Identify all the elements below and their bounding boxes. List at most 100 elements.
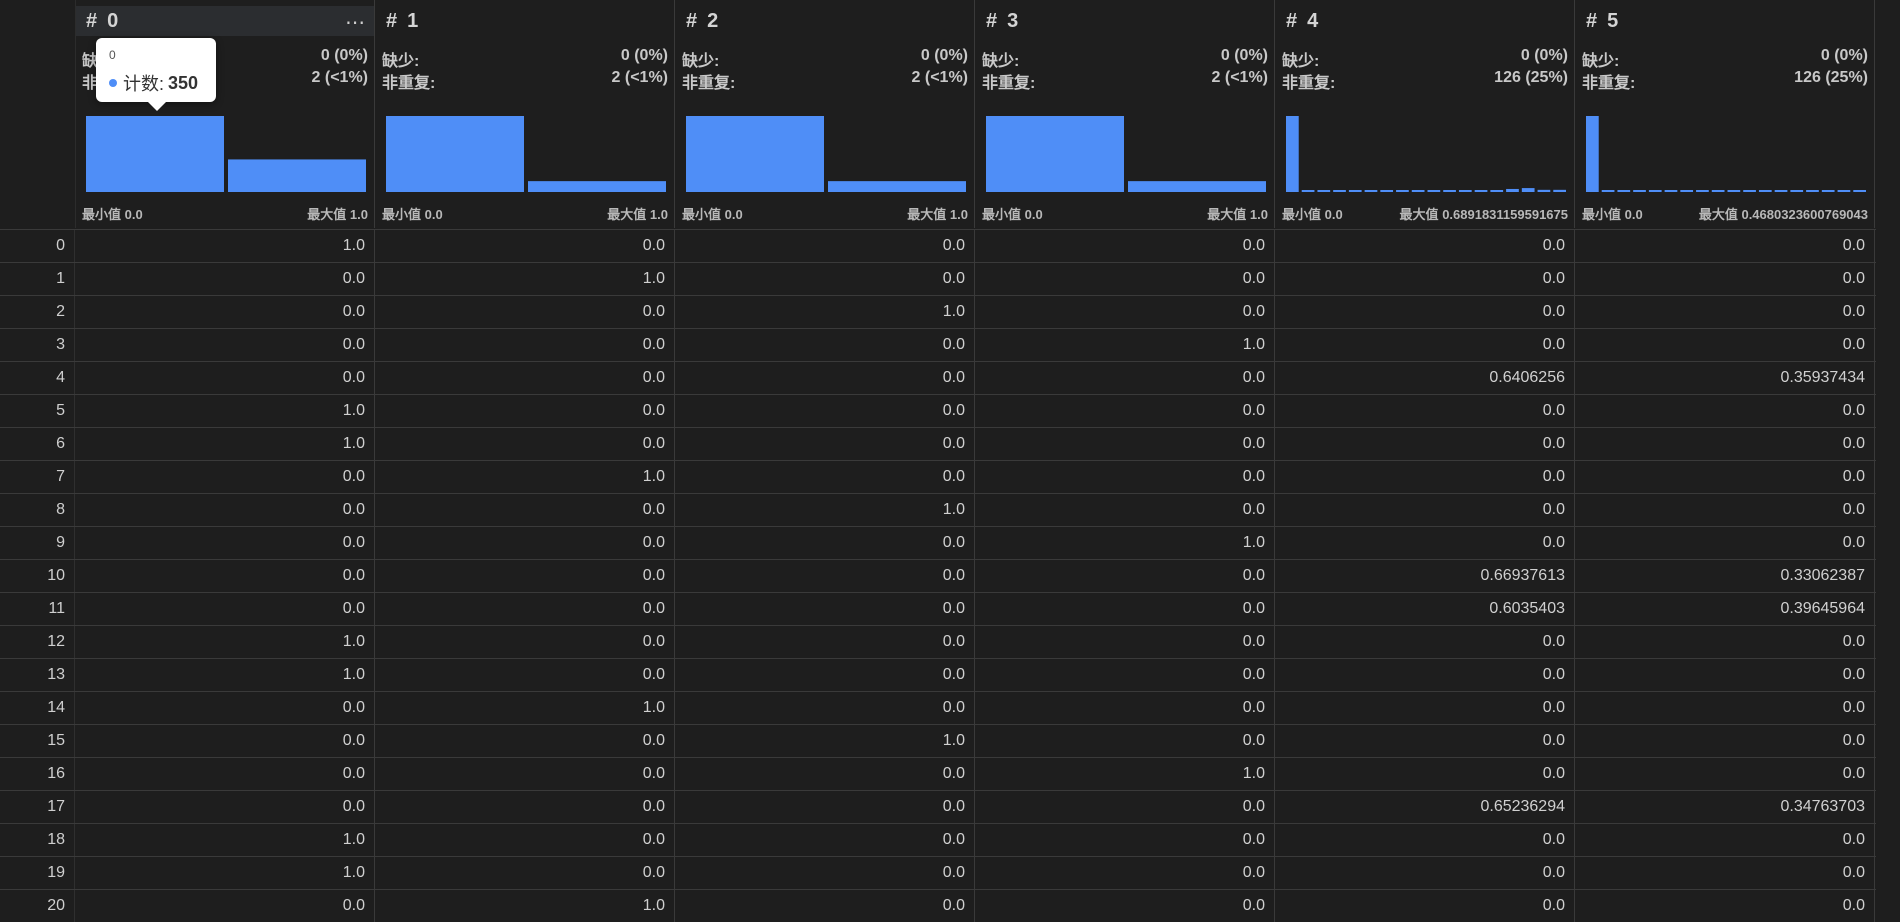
histogram-bar[interactable] [1553, 189, 1566, 192]
table-cell[interactable]: 0.0 [375, 791, 675, 823]
histogram-bar[interactable] [1396, 190, 1409, 192]
histogram-bar[interactable] [1490, 190, 1504, 192]
table-cell[interactable]: 0.0 [375, 395, 675, 427]
table-cell[interactable]: 1.0 [975, 329, 1275, 361]
table-cell[interactable]: 0.0 [1575, 824, 1875, 856]
table-cell[interactable]: 1.0 [75, 626, 375, 658]
histogram-bar[interactable] [986, 116, 1124, 192]
histogram-bar[interactable] [1348, 190, 1362, 192]
histogram-bar[interactable] [1806, 190, 1819, 192]
table-cell[interactable]: 0.0 [75, 461, 375, 493]
histogram-bar[interactable] [1301, 190, 1315, 192]
histogram-bar[interactable] [1774, 190, 1788, 192]
table-cell[interactable]: 0.0 [675, 659, 975, 691]
histogram-2[interactable] [686, 114, 966, 192]
table-cell[interactable]: 0.0 [1275, 659, 1575, 691]
table-cell[interactable]: 0.0 [975, 362, 1275, 394]
histogram-bar[interactable] [1711, 190, 1725, 192]
histogram-bar[interactable] [1474, 190, 1488, 192]
table-cell[interactable]: 1.0 [375, 461, 675, 493]
table-cell[interactable]: 0.0 [1575, 659, 1875, 691]
table-cell[interactable]: 0.0 [75, 329, 375, 361]
table-cell[interactable]: 0.0 [1275, 626, 1575, 658]
table-cell[interactable]: 0.0 [375, 725, 675, 757]
table-cell[interactable]: 0.6035403 [1275, 593, 1575, 625]
table-cell[interactable]: 0.0 [75, 692, 375, 724]
histogram-bar[interactable] [228, 159, 366, 192]
table-cell[interactable]: 0.0 [1275, 428, 1575, 460]
table-cell[interactable]: 0.0 [975, 494, 1275, 526]
table-cell[interactable]: 0.0 [1275, 461, 1575, 493]
table-cell[interactable]: 0.0 [75, 362, 375, 394]
table-cell[interactable]: 0.0 [1575, 626, 1875, 658]
histogram-1[interactable] [386, 114, 666, 192]
table-cell[interactable]: 0.0 [975, 593, 1275, 625]
table-cell[interactable]: 0.0 [375, 230, 675, 262]
table-cell[interactable]: 0.0 [1275, 824, 1575, 856]
table-cell[interactable]: 0.0 [675, 263, 975, 295]
table-cell[interactable]: 1.0 [375, 692, 675, 724]
table-cell[interactable]: 0.0 [675, 824, 975, 856]
histogram-bar[interactable] [1790, 190, 1804, 192]
table-cell[interactable]: 0.0 [1275, 527, 1575, 559]
table-cell[interactable]: 0.0 [375, 626, 675, 658]
table-cell[interactable]: 0.0 [1275, 395, 1575, 427]
table-cell[interactable]: 0.0 [675, 329, 975, 361]
histogram-bar[interactable] [1333, 190, 1346, 192]
histogram-bar[interactable] [1427, 190, 1441, 192]
table-cell[interactable]: 0.0 [375, 758, 675, 790]
table-cell[interactable]: 0.33062387 [1575, 560, 1875, 592]
table-cell[interactable]: 0.0 [975, 659, 1275, 691]
histogram-bar[interactable] [1853, 190, 1866, 192]
table-cell[interactable]: 0.0 [975, 626, 1275, 658]
histogram-bar[interactable] [1837, 190, 1851, 192]
table-cell[interactable]: 0.0 [675, 857, 975, 889]
histogram-bar[interactable] [1411, 190, 1425, 192]
histogram-bar[interactable] [1586, 116, 1599, 192]
histogram-bar[interactable] [1128, 181, 1266, 192]
table-cell[interactable]: 0.0 [375, 560, 675, 592]
histogram-bar[interactable] [1617, 190, 1631, 192]
histogram-bar[interactable] [1521, 188, 1535, 192]
column-title[interactable]: #5 [1576, 6, 1874, 36]
table-cell[interactable]: 0.0 [675, 560, 975, 592]
column-header-2[interactable]: #2 缺少: 0 (0%) 非重复: 2 (<1%) 最小值 0.0 最大值 1.0 [676, 0, 975, 228]
column-title[interactable]: #0 ⋯ [76, 6, 374, 36]
table-cell[interactable]: 0.0 [1575, 428, 1875, 460]
table-cell[interactable]: 0.0 [1575, 329, 1875, 361]
column-title[interactable]: #2 [676, 6, 974, 36]
table-cell[interactable]: 0.0 [1575, 890, 1875, 922]
table-cell[interactable]: 0.0 [675, 791, 975, 823]
histogram-bar[interactable] [1727, 190, 1741, 192]
table-cell[interactable]: 0.0 [75, 527, 375, 559]
table-cell[interactable]: 0.0 [375, 824, 675, 856]
column-title[interactable]: #4 [1276, 6, 1574, 36]
table-cell[interactable]: 0.0 [675, 890, 975, 922]
table-cell[interactable]: 0.0 [1575, 725, 1875, 757]
table-cell[interactable]: 0.0 [375, 659, 675, 691]
table-cell[interactable]: 0.0 [675, 527, 975, 559]
table-cell[interactable]: 0.0 [75, 725, 375, 757]
column-title[interactable]: #3 [976, 6, 1274, 36]
table-cell[interactable]: 0.0 [1575, 461, 1875, 493]
histogram-bar[interactable] [1758, 190, 1772, 192]
table-cell[interactable]: 0.0 [1275, 857, 1575, 889]
more-options-icon[interactable]: ⋯ [345, 12, 366, 34]
table-cell[interactable]: 1.0 [75, 230, 375, 262]
table-cell[interactable]: 0.0 [675, 593, 975, 625]
column-header-5[interactable]: #5 缺少: 0 (0%) 非重复: 126 (25%) 最小值 0.0 最大值 0.468… [1576, 0, 1875, 228]
table-cell[interactable]: 0.34763703 [1575, 791, 1875, 823]
table-cell[interactable]: 0.0 [1575, 692, 1875, 724]
histogram-0[interactable] [86, 114, 366, 192]
table-cell[interactable]: 0.0 [75, 296, 375, 328]
histogram-bar[interactable] [1458, 190, 1472, 192]
table-cell[interactable]: 0.6406256 [1275, 362, 1575, 394]
table-cell[interactable]: 0.0 [975, 461, 1275, 493]
table-cell[interactable]: 0.0 [975, 857, 1275, 889]
table-cell[interactable]: 0.65236294 [1275, 791, 1575, 823]
table-cell[interactable]: 0.0 [975, 296, 1275, 328]
table-cell[interactable]: 0.0 [375, 857, 675, 889]
table-cell[interactable]: 0.0 [975, 692, 1275, 724]
table-cell[interactable]: 1.0 [675, 296, 975, 328]
table-cell[interactable]: 0.0 [975, 791, 1275, 823]
